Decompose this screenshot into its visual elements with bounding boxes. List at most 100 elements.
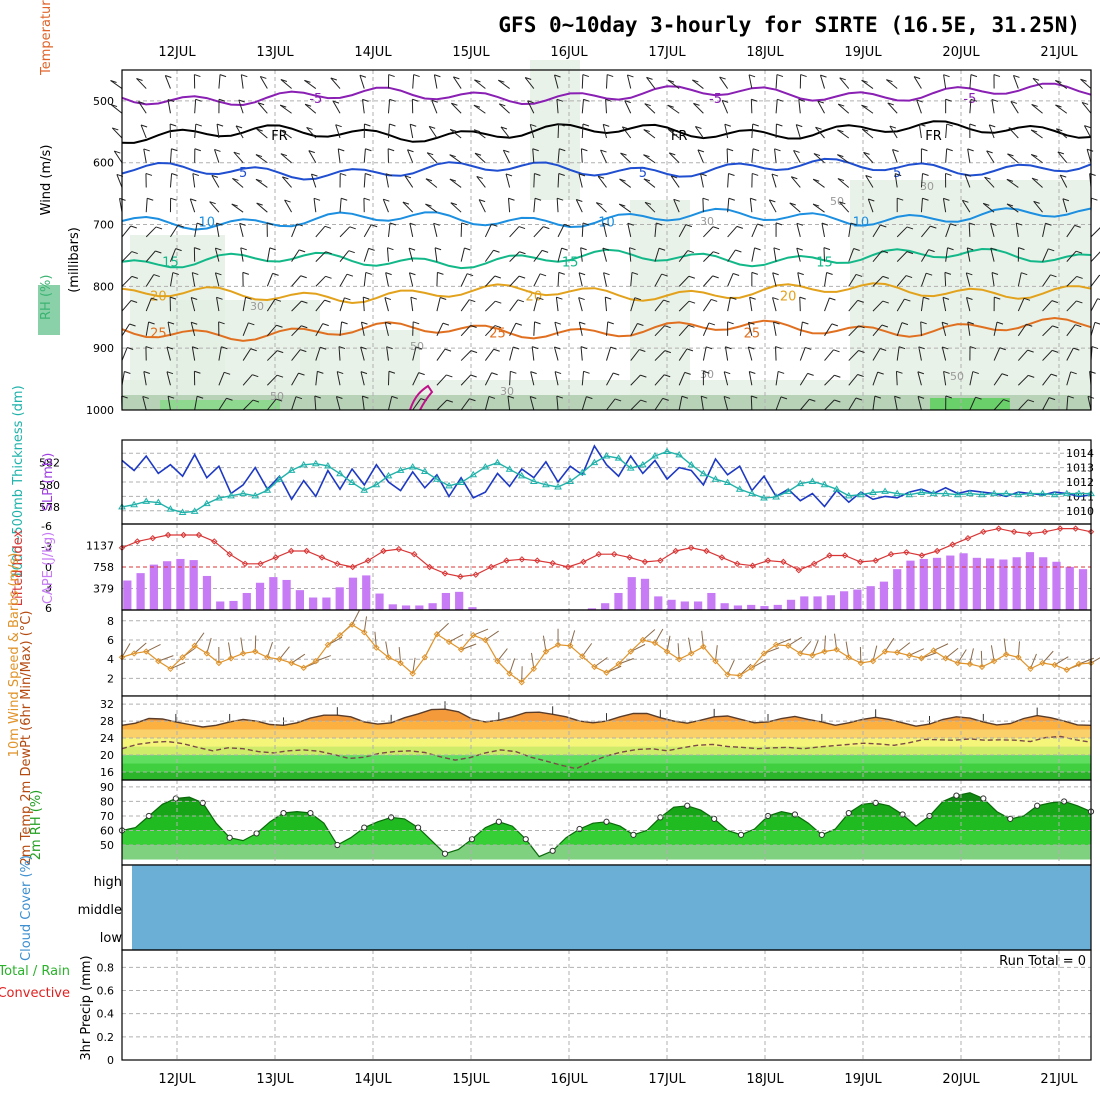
- rh-point: [603, 818, 610, 825]
- wind-barb: [533, 273, 541, 287]
- wind-barb-flag: [408, 247, 416, 251]
- wind-barb-flag: [558, 172, 565, 176]
- wind-barb-flag: [167, 321, 175, 325]
- thickness-point: [856, 490, 865, 498]
- wind-barb: [281, 176, 292, 188]
- wind-barb-flag: [894, 173, 902, 177]
- thickness-point: [517, 471, 526, 479]
- wind-barb-flag: [298, 372, 305, 376]
- wind10-point: [300, 664, 307, 672]
- wind-barb-flag: [1031, 177, 1039, 181]
- wind-barb: [531, 346, 535, 361]
- wind-barb-flag: [194, 370, 201, 374]
- cape-bar: [282, 579, 291, 610]
- wind-barb: [291, 325, 302, 337]
- wind-barb: [359, 75, 365, 89]
- wind10-barb: [799, 641, 812, 654]
- wind-barb: [216, 124, 220, 139]
- wind-barb: [339, 321, 343, 336]
- tick-label: 60: [100, 824, 114, 837]
- wind-barb: [667, 129, 680, 139]
- lifted-index-point: [134, 538, 141, 545]
- wind10-barb: [509, 658, 516, 674]
- wind-barb: [605, 99, 607, 114]
- wind-barb: [190, 297, 196, 312]
- wind10-barb: [170, 661, 186, 670]
- wind-barb-flag: [946, 148, 953, 152]
- wind-barb: [1080, 78, 1092, 89]
- wind-barb: [624, 100, 632, 114]
- lifted-index-point: [1087, 528, 1095, 536]
- wind-barb: [238, 99, 244, 114]
- wind-barb: [838, 201, 850, 213]
- wind-barb-flag: [192, 346, 199, 350]
- wind10-barb: [642, 629, 656, 641]
- wind-barb-flag: [248, 322, 255, 326]
- wind-barb-flag: [525, 77, 532, 80]
- date-label-top: 20JUL: [942, 45, 980, 60]
- wind-barb-flag: [667, 104, 674, 108]
- wind-barb: [602, 223, 607, 238]
- wind-barb: [771, 173, 777, 188]
- wind-barb-flag: [324, 299, 331, 303]
- tick-label: 32: [100, 698, 114, 711]
- wind-barb: [604, 297, 607, 312]
- wind-barb-flag: [664, 350, 671, 354]
- wind-barb-flag: [474, 152, 482, 156]
- wind-barb: [1083, 125, 1092, 139]
- wind-barb-flag: [916, 99, 923, 103]
- wind-barb-flag: [344, 297, 351, 301]
- cloud-side-labels: Cloud Cover (%) high middle low: [19, 855, 122, 961]
- date-label-bottom: 16JUL: [550, 1072, 588, 1087]
- wind-barb: [527, 100, 535, 114]
- wind-barb-flag: [708, 322, 716, 326]
- wind-barb: [772, 297, 777, 312]
- thickness-point: [675, 450, 684, 458]
- wind-barb-flag: [639, 349, 646, 352]
- wind-barb-flag: [834, 399, 841, 403]
- lifted-index-point: [272, 554, 280, 561]
- wind-barb-flag: [826, 272, 833, 275]
- date-label-bottom: 19JUL: [844, 1072, 882, 1087]
- wind-barb: [578, 297, 583, 312]
- wind-barb: [412, 372, 420, 386]
- wind10-point: [179, 654, 186, 661]
- wind-barb-flag: [1074, 224, 1081, 228]
- wind-barb: [557, 247, 563, 262]
- wind-barb-flag: [727, 321, 734, 325]
- wind10-point: [324, 641, 332, 649]
- wind-barb: [1055, 104, 1068, 114]
- wind-barb: [727, 198, 730, 213]
- wind-barb-flag: [330, 77, 337, 81]
- cape-bar: [123, 580, 132, 610]
- wind-barb-flag: [151, 297, 158, 301]
- wind-barb: [837, 178, 850, 188]
- date-label-bottom: 17JUL: [648, 1072, 686, 1087]
- wind-barb: [291, 372, 299, 386]
- wind-barb: [387, 396, 393, 411]
- wind-barb-flag: [1097, 298, 1100, 301]
- wind-barb: [474, 152, 486, 164]
- wind10-point: [385, 654, 392, 661]
- cape-bar: [229, 600, 238, 610]
- wind-barb: [702, 299, 712, 312]
- wind-barb: [145, 274, 155, 287]
- wind-barb-flag: [464, 247, 471, 251]
- wind-barb: [887, 102, 898, 114]
- thickness-point: [227, 491, 235, 499]
- cape-bar: [959, 553, 968, 610]
- tick-label: 70: [100, 810, 114, 823]
- wind10-barb: [1029, 653, 1037, 669]
- wind-barb-flag: [857, 374, 864, 377]
- wind-barb: [315, 371, 318, 386]
- wind-barb-flag: [425, 178, 433, 182]
- wind-barb-flag: [413, 321, 420, 325]
- wind-barb: [775, 371, 779, 386]
- wind-barb-flag: [673, 198, 680, 202]
- wind-barb: [170, 224, 179, 238]
- wind-barb: [505, 173, 511, 188]
- wind-barb: [920, 273, 927, 287]
- wind-barb-flag: [155, 250, 162, 254]
- date-label-top: 16JUL: [550, 45, 588, 60]
- wind-barb-flag: [429, 125, 436, 129]
